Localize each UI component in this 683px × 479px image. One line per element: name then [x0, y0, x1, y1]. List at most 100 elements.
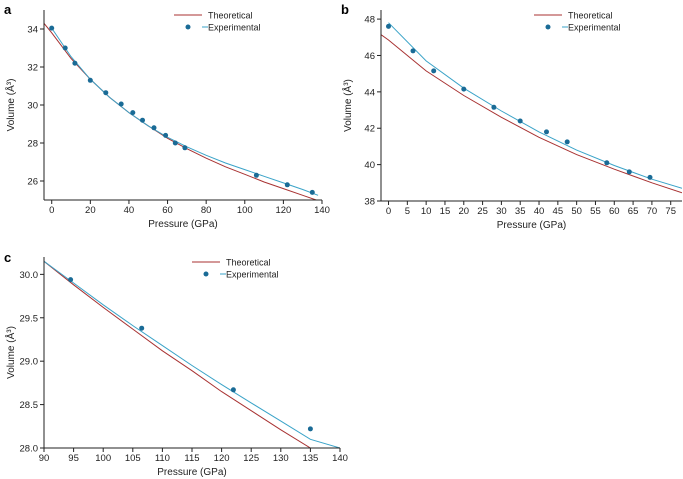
panel-letter: c [4, 250, 11, 265]
experimental-series-line [388, 22, 682, 189]
data-point [517, 118, 523, 124]
legend-experimental-marker [185, 24, 191, 30]
data-point [284, 182, 290, 188]
y-tick-label: 29.5 [20, 313, 39, 324]
data-point [103, 90, 109, 96]
theoretical-series-line [44, 260, 312, 448]
y-tick-label: 38 [364, 197, 375, 208]
chart-panel-c: c 90 95 100 105 110 115 120 125 130 135 140 28.0 28.5… [4, 250, 348, 478]
legend: Theoretical Experimental [534, 11, 621, 33]
y-axis-title: Volume (Å³) [4, 326, 17, 379]
x-tick-label: 140 [314, 205, 330, 216]
x-tick-label: 60 [162, 205, 173, 216]
legend-label-theoretical: Theoretical [208, 11, 253, 21]
x-tick-label: 40 [534, 206, 545, 217]
data-point [309, 189, 315, 195]
legend: Theoretical Experimental [174, 11, 261, 33]
x-tick-label: 45 [553, 206, 564, 217]
data-point [140, 117, 145, 123]
x-tick-label: 90 [39, 453, 50, 464]
x-tick-label: 80 [201, 205, 212, 216]
x-tick-label: 110 [155, 453, 170, 464]
x-tick-label: 120 [214, 453, 230, 464]
y-tick-label: 29.0 [20, 357, 39, 368]
x-tick-label: 105 [125, 453, 141, 464]
x-tick-label: 30 [496, 206, 507, 217]
data-point [253, 172, 259, 178]
x-axis-title: Pressure (GPa) [497, 220, 566, 231]
panel-letter: a [4, 2, 12, 17]
data-point [172, 140, 178, 146]
x-tick-label: 75 [665, 206, 676, 217]
x-tick-label: 135 [302, 453, 318, 464]
data-point [626, 169, 632, 175]
data-point [49, 25, 55, 31]
data-point [163, 132, 169, 138]
x-tick-label: 35 [515, 206, 526, 217]
legend-experimental-marker [203, 271, 209, 277]
data-point [461, 86, 467, 92]
y-tick-label: 40 [364, 160, 375, 171]
legend-experimental-marker [545, 24, 551, 30]
legend-label-experimental: Experimental [226, 270, 279, 280]
x-tick-label: 100 [95, 453, 111, 464]
data-point [307, 426, 313, 432]
x-tick-label: 0 [386, 206, 391, 217]
data-point [62, 45, 68, 51]
data-point [230, 387, 236, 393]
data-point [410, 48, 416, 54]
x-tick-label: 20 [85, 205, 96, 216]
x-tick-label: 10 [421, 206, 432, 217]
x-tick-label: 25 [477, 206, 488, 217]
x-tick-label: 95 [68, 453, 79, 464]
x-axis-title: Pressure (GPa) [157, 467, 226, 478]
data-point [491, 104, 497, 110]
y-tick-label: 28.0 [20, 444, 39, 455]
experimental-series-line [51, 27, 319, 196]
y-tick-label: 28 [27, 139, 38, 150]
x-axis-title: Pressure (GPa) [148, 219, 217, 230]
y-tick-label: 48 [364, 15, 375, 26]
x-tick-label: 50 [571, 206, 582, 217]
data-point [118, 101, 124, 107]
data-point [564, 139, 570, 145]
y-tick-label: 30 [27, 101, 38, 112]
data-point [386, 23, 391, 29]
data-point [72, 60, 78, 66]
data-point [87, 77, 93, 83]
y-tick-label: 28.5 [20, 400, 39, 411]
y-tick-label: 44 [364, 87, 375, 98]
x-tick-label: 65 [628, 206, 639, 217]
chart-panel-b: b 0 5 10 15 20 25 30 35 40 45 50 55 60 65 70 75 38 40 42 44 4… [341, 2, 682, 231]
x-tick-label: 125 [243, 453, 259, 464]
x-tick-label: 0 [49, 205, 54, 216]
data-point [182, 145, 188, 151]
data-point [151, 125, 157, 131]
y-axis-title: Volume (Å³) [4, 79, 17, 132]
x-tick-label: 140 [332, 453, 348, 464]
panel-letter: b [341, 2, 349, 17]
chart-panel-a: a 0 20 40 60 80 100 120 140 26 28 30 32 34 Pressure (G… [4, 2, 330, 230]
x-tick-label: 55 [590, 206, 601, 217]
x-tick-label: 40 [124, 205, 135, 216]
data-point [604, 160, 610, 166]
x-tick-label: 70 [647, 206, 658, 217]
legend-label-theoretical: Theoretical [226, 258, 271, 268]
x-tick-label: 20 [458, 206, 469, 217]
theoretical-series-line [381, 34, 682, 194]
legend-label-theoretical: Theoretical [568, 11, 613, 21]
x-tick-label: 115 [184, 453, 199, 464]
x-tick-label: 5 [405, 206, 410, 217]
y-tick-label: 46 [364, 51, 375, 62]
x-tick-label: 100 [237, 205, 253, 216]
x-tick-label: 15 [440, 206, 451, 217]
legend-label-experimental: Experimental [208, 23, 261, 33]
y-tick-label: 42 [364, 124, 375, 135]
data-point [647, 174, 653, 180]
y-axis-title: Volume (Å³) [341, 79, 354, 132]
x-tick-label: 130 [273, 453, 289, 464]
y-tick-label: 26 [27, 177, 38, 188]
x-tick-label: 60 [609, 206, 620, 217]
data-point [68, 277, 74, 283]
